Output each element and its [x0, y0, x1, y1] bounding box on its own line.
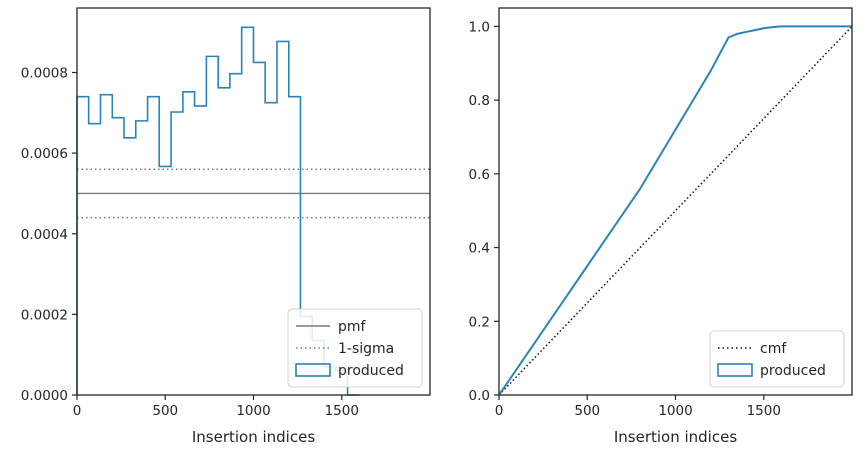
cmf-panel: 0 500 1000 1500 0.0 0.2 0.4 0.6 0.8 1.0 Insertio… [469, 7, 853, 446]
x-tick-label: 1500 [325, 403, 359, 419]
y-tick-label: 0.0 [469, 388, 490, 404]
right-legend: cmf produced [709, 330, 845, 388]
x-tick-label: 1000 [658, 403, 692, 419]
y-tick-label: 0.0000 [21, 388, 68, 404]
legend-label: 1-sigma [338, 341, 394, 357]
left-legend: pmf 1-sigma produced [287, 308, 423, 388]
right-x-axis-label: Insertion indices [614, 428, 737, 446]
legend-box [709, 330, 845, 388]
legend-handle [717, 363, 753, 377]
y-tick-label: 0.0008 [21, 66, 68, 82]
y-tick-label: 0.0002 [21, 307, 68, 323]
y-tick-label: 1.0 [469, 19, 490, 35]
x-tick-label: 1500 [747, 403, 781, 419]
x-tick-label: 500 [152, 403, 178, 419]
legend-label: produced [338, 363, 404, 379]
x-tick-label: 0 [73, 403, 82, 419]
x-tick-label: 500 [574, 403, 600, 419]
legend-label: produced [760, 363, 826, 379]
legend-label: pmf [338, 319, 367, 335]
reference-lines [77, 168, 430, 219]
legend-handle [295, 363, 331, 377]
x-tick-label: 0 [495, 403, 504, 419]
x-tick-label: 1000 [236, 403, 270, 419]
y-tick-label: 0.6 [469, 167, 490, 183]
y-tick-label: 0.0004 [21, 227, 68, 243]
legend-label: cmf [760, 341, 787, 357]
left-x-axis-label: Insertion indices [192, 428, 315, 446]
legend-box [287, 308, 423, 388]
y-tick-label: 0.0006 [21, 146, 68, 162]
produced-cumulative-line [498, 25, 852, 396]
right-x-ticks: 0 500 1000 1500 [495, 395, 781, 419]
right-y-ticks: 0.0 0.2 0.4 0.6 0.8 1.0 [469, 19, 499, 404]
y-tick-label: 0.8 [469, 93, 490, 109]
y-tick-label: 0.2 [469, 314, 490, 330]
left-x-ticks: 0 500 1000 1500 [73, 395, 359, 419]
cmf-line [498, 25, 853, 396]
y-tick-label: 0.4 [469, 241, 490, 257]
pmf-histogram-panel: 0 500 1000 1500 0.00000.00020.00040.00060.0… [21, 7, 431, 446]
left-y-ticks: 0.0000 0.0002 0.0004 0.0006 0.0008 [21, 66, 77, 404]
